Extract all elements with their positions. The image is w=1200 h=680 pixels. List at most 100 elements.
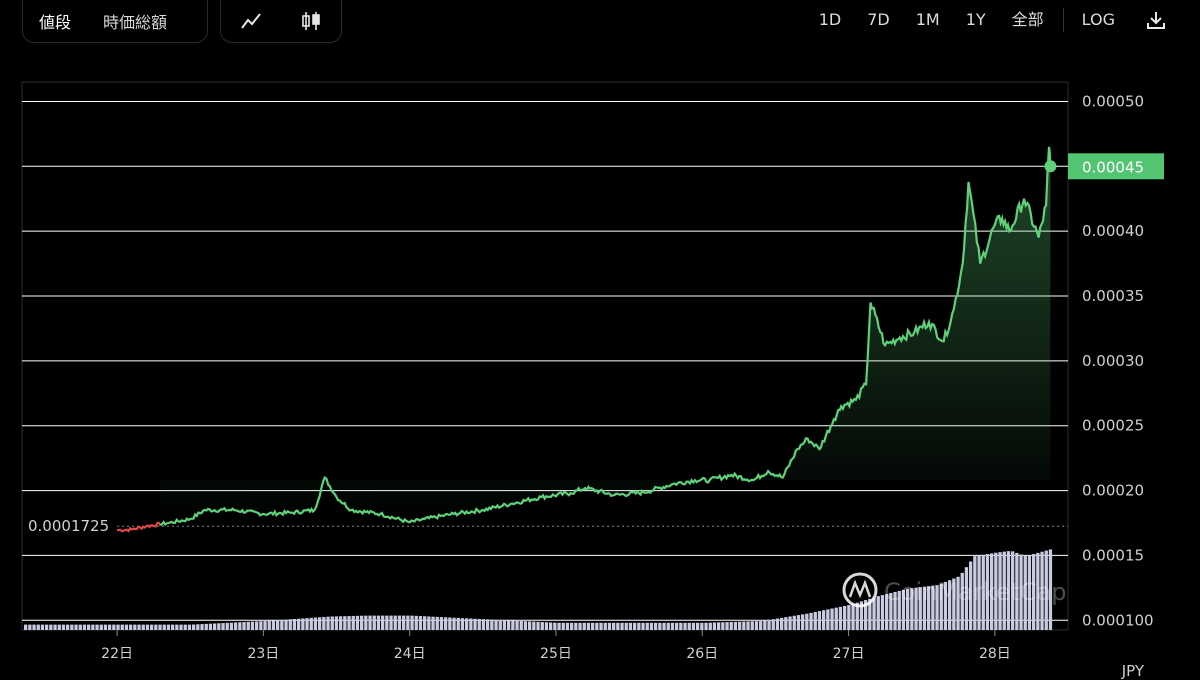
volume-bar bbox=[851, 603, 855, 630]
volume-bar bbox=[410, 615, 414, 630]
range-7d-button[interactable]: 7D bbox=[867, 10, 890, 29]
volume-bar bbox=[578, 622, 582, 630]
volume-bar bbox=[192, 624, 196, 630]
volume-bar bbox=[347, 616, 351, 630]
watermark-text: CoinMarketCap bbox=[884, 578, 1067, 606]
volume-bar bbox=[460, 618, 465, 630]
volume-bar bbox=[607, 622, 612, 630]
volume-bar bbox=[322, 616, 326, 630]
volume-bar bbox=[805, 613, 809, 630]
volume-bar bbox=[402, 615, 406, 630]
volume-bar bbox=[570, 622, 574, 630]
volume-bar bbox=[540, 622, 544, 630]
volume-bar bbox=[385, 615, 389, 630]
volume-bar bbox=[788, 616, 792, 630]
volume-bar bbox=[687, 622, 691, 630]
candlestick-icon[interactable] bbox=[281, 0, 341, 42]
volume-bar bbox=[108, 624, 112, 630]
current-price-tag: 0.00045 bbox=[1068, 153, 1164, 180]
chart-style-toggle bbox=[220, 0, 342, 43]
line-chart-icon[interactable] bbox=[221, 0, 281, 42]
volume-bar bbox=[99, 624, 103, 630]
volume-bar bbox=[838, 606, 843, 630]
volume-bar bbox=[1011, 551, 1015, 630]
volume-bar bbox=[637, 622, 641, 630]
volume-bar bbox=[935, 585, 939, 630]
log-scale-button[interactable]: LOG bbox=[1062, 8, 1128, 32]
volume-bar bbox=[427, 616, 431, 630]
volume-bar bbox=[906, 588, 910, 630]
range-1y-button[interactable]: 1Y bbox=[965, 10, 986, 29]
range-all-button[interactable]: 全部 bbox=[1011, 10, 1044, 29]
volume-bar bbox=[45, 624, 49, 630]
volume-bar bbox=[473, 618, 477, 630]
volume-bar bbox=[859, 601, 864, 630]
price-tab[interactable]: 値段 bbox=[39, 13, 72, 32]
y-tick-label: 0.00040 bbox=[1082, 222, 1144, 240]
volume-bar bbox=[628, 622, 633, 630]
volume-bar bbox=[351, 615, 355, 630]
volume-bar bbox=[880, 595, 885, 630]
y-tick-label: 0.00020 bbox=[1082, 482, 1144, 500]
x-tick-label: 23日 bbox=[247, 646, 279, 662]
volume-bar bbox=[66, 624, 70, 630]
volume-bar bbox=[82, 624, 87, 630]
range-1d-button[interactable]: 1D bbox=[818, 10, 842, 29]
volume-bar bbox=[746, 621, 750, 630]
volume-bar bbox=[313, 617, 318, 630]
volume-bar bbox=[868, 598, 872, 630]
price-line-down bbox=[117, 521, 162, 533]
volume-bar bbox=[691, 622, 696, 630]
volume-bar bbox=[523, 621, 528, 630]
volume-bar bbox=[498, 619, 502, 630]
volume-bar bbox=[582, 622, 586, 630]
volume-bar bbox=[712, 622, 717, 630]
volume-bar bbox=[729, 621, 733, 630]
volume-bar bbox=[175, 624, 179, 630]
volume-bar bbox=[771, 619, 775, 630]
volume-bar bbox=[120, 624, 124, 630]
volume-bar bbox=[775, 618, 780, 630]
volume-bar bbox=[918, 587, 922, 630]
volume-bar bbox=[360, 615, 364, 630]
volume-bar bbox=[897, 590, 901, 630]
volume-bar bbox=[229, 622, 234, 630]
volume-bar bbox=[633, 622, 637, 630]
time-range-selector: 1D 7D 1M 1Y 全部 LOG bbox=[806, 8, 1178, 32]
range-1m-button[interactable]: 1M bbox=[915, 10, 940, 29]
x-tick-label: 26日 bbox=[686, 646, 718, 662]
volume-bar bbox=[675, 622, 679, 630]
volume-bar bbox=[519, 621, 523, 630]
volume-bar bbox=[255, 621, 259, 630]
volume-bar bbox=[376, 615, 381, 630]
volume-bar bbox=[238, 622, 242, 630]
volume-bar bbox=[939, 583, 943, 630]
volume-bar bbox=[481, 619, 486, 630]
volume-bar bbox=[171, 624, 175, 630]
volume-bar bbox=[603, 622, 607, 630]
volume-bar bbox=[133, 624, 137, 630]
volume-bar bbox=[696, 622, 700, 630]
volume-bar bbox=[145, 624, 150, 630]
volume-bar bbox=[213, 623, 217, 630]
volume-bar bbox=[200, 624, 204, 630]
market-cap-tab[interactable]: 時価総額 bbox=[103, 13, 168, 32]
volume-bar bbox=[246, 621, 250, 630]
volume-bar bbox=[1032, 554, 1036, 630]
price-line-up bbox=[159, 146, 1052, 527]
volume-bar bbox=[830, 608, 834, 630]
volume-bar bbox=[276, 620, 280, 630]
volume-bar bbox=[448, 617, 452, 630]
volume-bar bbox=[767, 619, 771, 630]
volume-bar bbox=[931, 585, 935, 630]
volume-bar bbox=[431, 616, 435, 630]
download-icon[interactable] bbox=[1134, 8, 1178, 32]
volume-bar bbox=[469, 618, 473, 630]
volume-bar bbox=[914, 587, 918, 630]
volume-bar bbox=[40, 624, 45, 630]
volume-bar bbox=[847, 605, 851, 630]
volume-bar bbox=[708, 622, 712, 630]
volume-bar bbox=[183, 624, 187, 630]
volume-bar bbox=[1048, 549, 1053, 630]
